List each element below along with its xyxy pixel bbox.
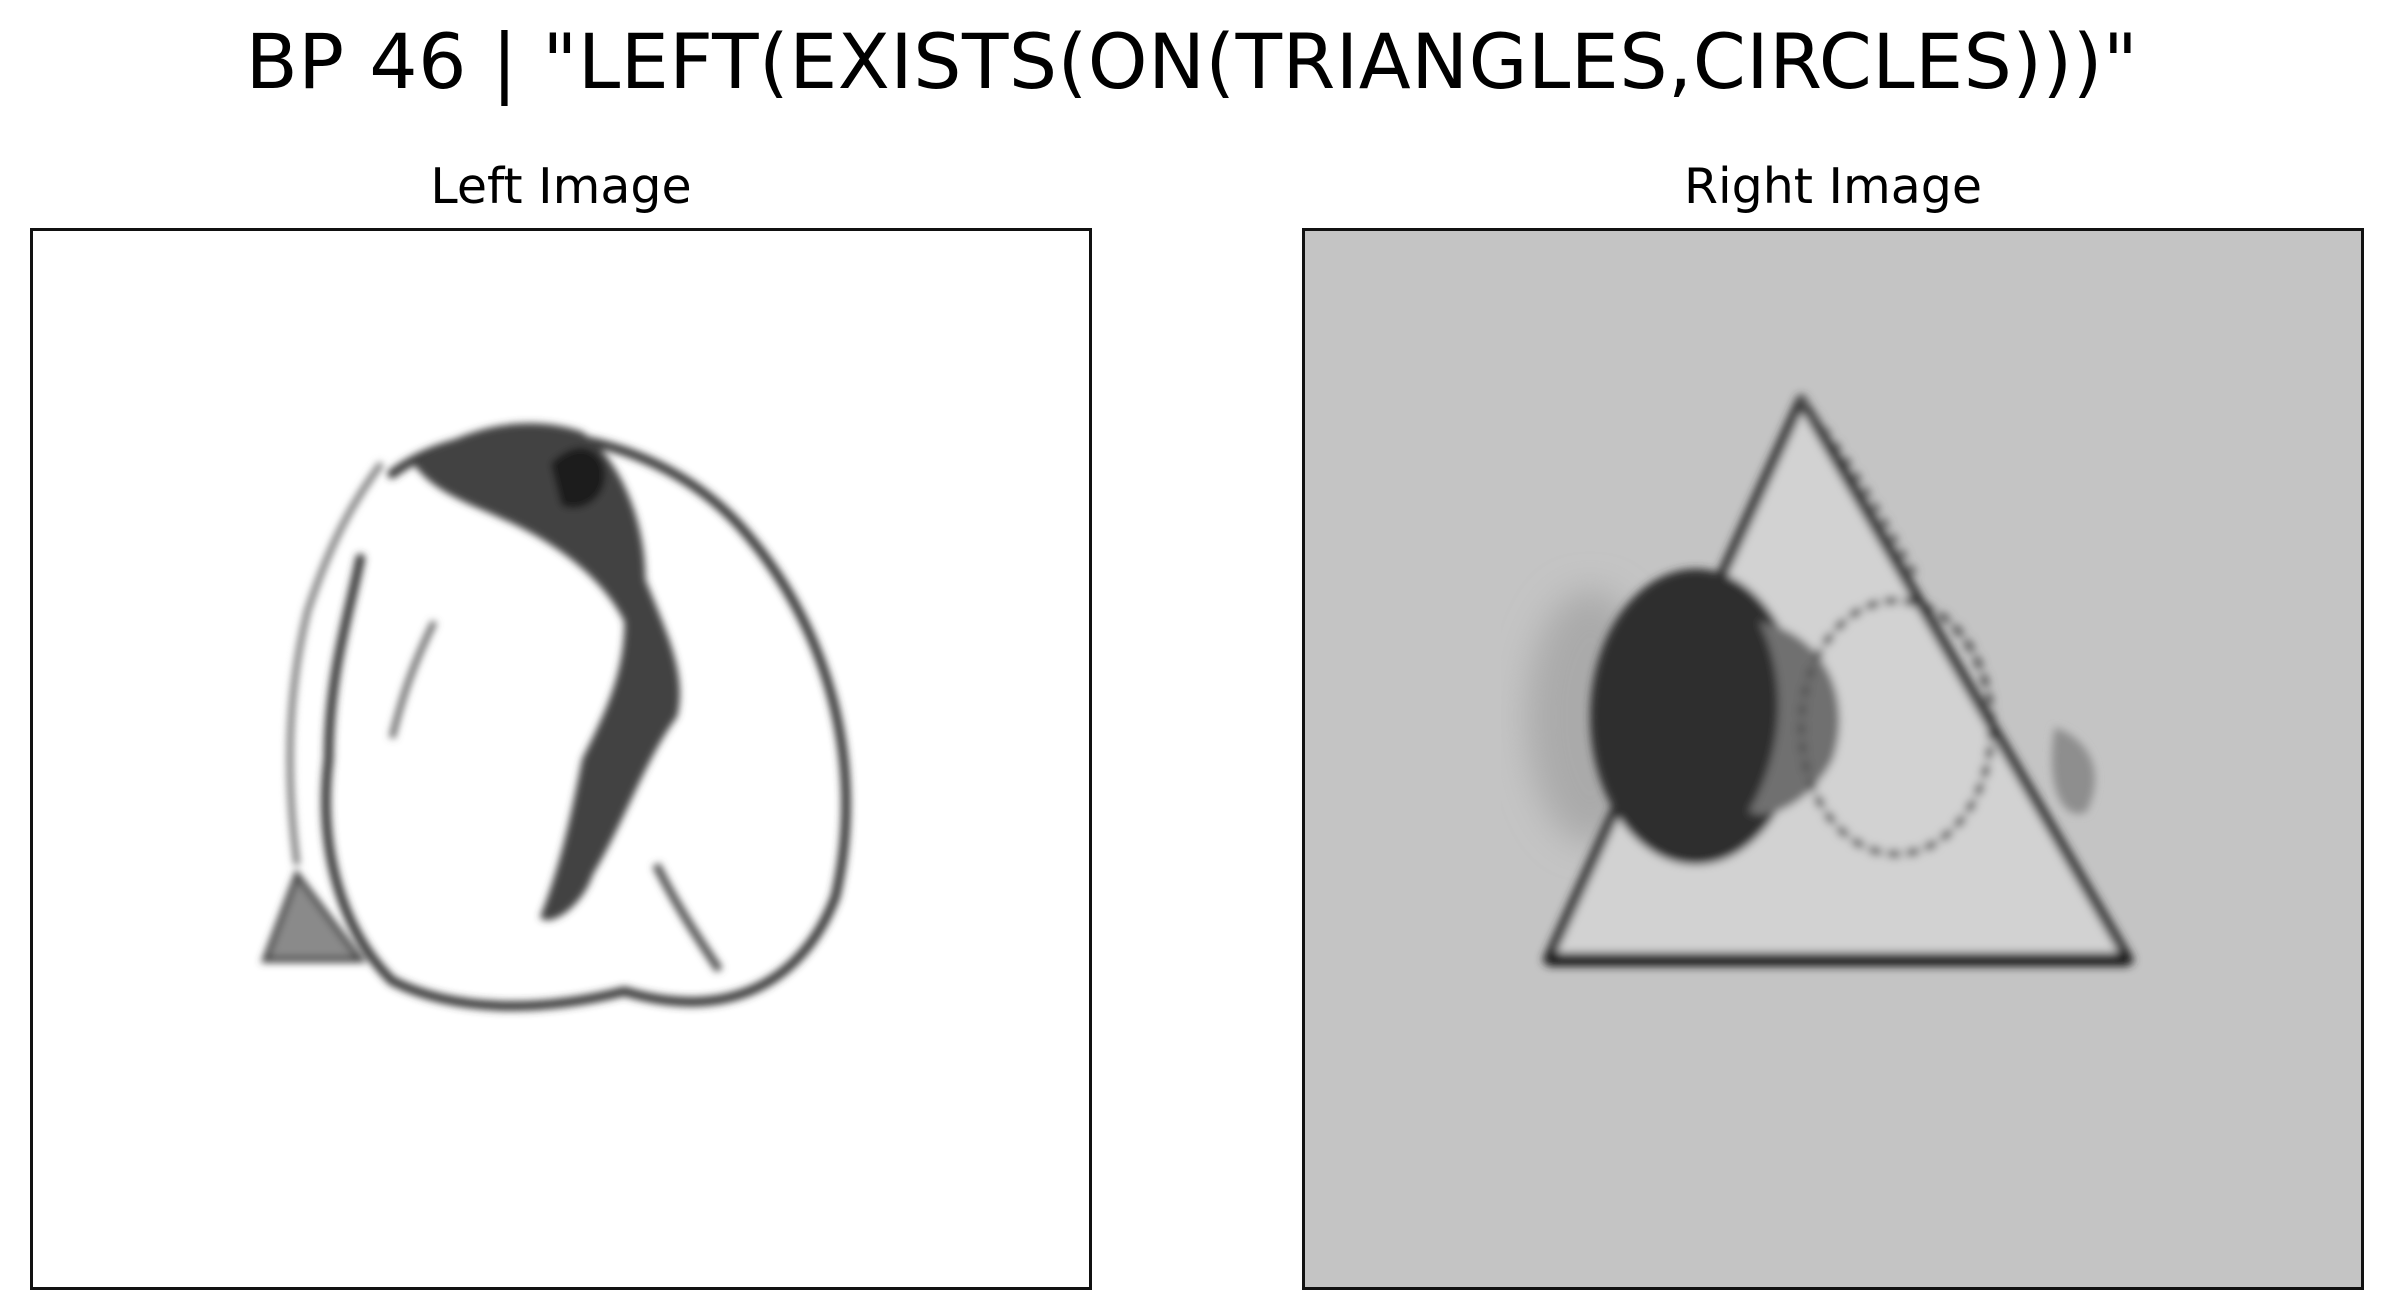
right-triangle-inner-line [1798, 397, 1921, 582]
left-triangle-shape [260, 868, 367, 963]
right-dark-circle [1590, 568, 1802, 865]
left-image-drawing [260, 423, 851, 1011]
left-dark-blob-patch [550, 447, 606, 509]
left-tick-mark [652, 862, 723, 973]
right-image-drawing [1526, 394, 2134, 967]
left-circle-shape-outer [286, 461, 385, 865]
right-image-title: Right Image [1683, 158, 1983, 215]
right-small-patch [2051, 727, 2095, 814]
left-dark-blob [413, 423, 680, 921]
right-shapes [1542, 394, 2134, 967]
left-image-title: Left Image [430, 158, 692, 215]
right-circle-highlight [1748, 621, 1840, 815]
right-image [1302, 228, 2364, 1290]
left-shapes [260, 423, 851, 1011]
left-image [30, 228, 1092, 1290]
figure-title: BP 46 | "LEFT(EXISTS(ON(TRIANGLES,CIRCLE… [245, 17, 2139, 106]
left-tick-mark-2 [388, 620, 438, 739]
left-circle-shape [321, 430, 851, 1011]
